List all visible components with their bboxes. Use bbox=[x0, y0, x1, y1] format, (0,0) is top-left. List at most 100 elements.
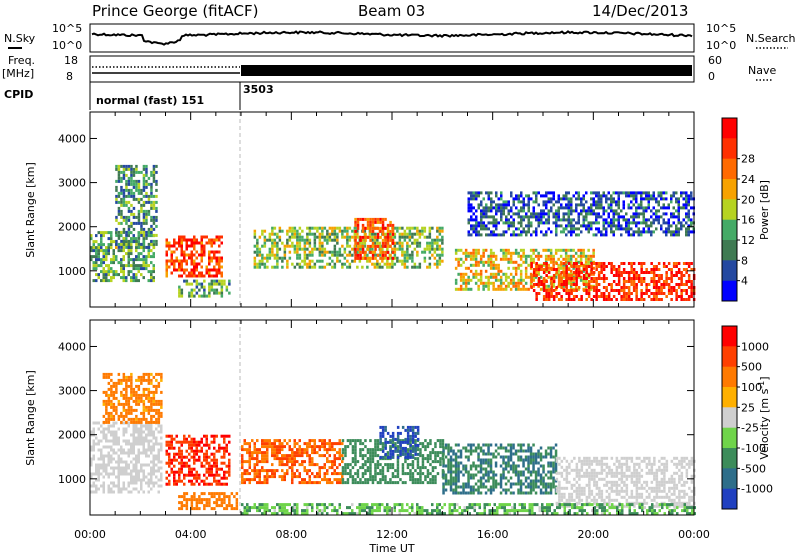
power-cell bbox=[662, 292, 666, 295]
power-cell bbox=[602, 262, 606, 265]
power-cell bbox=[482, 284, 485, 288]
power-cell bbox=[110, 276, 113, 280]
velocity-cell bbox=[110, 372, 113, 376]
velocity-cell bbox=[263, 439, 266, 443]
power-cell bbox=[510, 209, 513, 213]
velocity-cell bbox=[175, 440, 178, 444]
power-cell bbox=[145, 179, 148, 183]
power-cell bbox=[173, 244, 176, 248]
velocity-cell bbox=[281, 457, 284, 461]
power-cell bbox=[514, 272, 518, 276]
power-cell bbox=[130, 279, 133, 283]
power-cell bbox=[436, 226, 439, 230]
velocity-cell bbox=[117, 417, 121, 421]
velocity-cell bbox=[107, 396, 111, 400]
power-cell bbox=[612, 212, 615, 216]
power-cell bbox=[575, 221, 578, 225]
velocity-cell bbox=[152, 469, 155, 473]
velocity-cell bbox=[112, 472, 115, 476]
power-cell bbox=[178, 268, 181, 272]
power-cell bbox=[396, 256, 399, 260]
power-cell bbox=[438, 226, 442, 230]
power-cell bbox=[482, 212, 485, 216]
power-cell bbox=[602, 227, 605, 231]
power-cell bbox=[480, 233, 483, 237]
power-cell bbox=[542, 248, 545, 252]
power-cell bbox=[564, 254, 568, 258]
velocity-cell bbox=[168, 458, 171, 462]
power-cell bbox=[298, 265, 302, 269]
power-cell bbox=[645, 230, 648, 234]
velocity-cell bbox=[256, 472, 259, 476]
power-cell bbox=[132, 276, 135, 280]
power-cell bbox=[655, 215, 658, 219]
velocity-cell bbox=[142, 472, 145, 476]
power-cell bbox=[135, 273, 138, 277]
power-cell bbox=[328, 250, 332, 254]
velocity-cell bbox=[328, 478, 331, 482]
power-cell bbox=[137, 200, 141, 204]
power-cell bbox=[565, 265, 568, 268]
power-cell bbox=[220, 279, 224, 283]
power-cell bbox=[150, 215, 153, 219]
power-cell bbox=[120, 249, 123, 253]
power-cell bbox=[545, 265, 548, 268]
power-cell bbox=[266, 256, 269, 260]
velocity-cell bbox=[344, 463, 347, 467]
velocity-cell bbox=[173, 446, 176, 450]
power-cell bbox=[215, 262, 218, 266]
velocity-cell bbox=[349, 463, 352, 467]
power-cell bbox=[625, 295, 628, 298]
power-cell bbox=[464, 254, 468, 258]
velocity-cell bbox=[268, 439, 271, 443]
power-cell bbox=[682, 289, 686, 292]
power-cell bbox=[487, 194, 490, 198]
velocity-cell bbox=[394, 445, 397, 449]
power-cell bbox=[690, 292, 693, 295]
power-cell bbox=[680, 224, 683, 228]
power-cell bbox=[183, 268, 186, 272]
power-cell bbox=[645, 271, 648, 274]
velocity-cell bbox=[140, 433, 143, 437]
power-cell bbox=[602, 280, 606, 283]
power-cell bbox=[587, 209, 590, 213]
power-cell bbox=[462, 281, 465, 285]
velocity-cell bbox=[112, 442, 115, 446]
power-cell bbox=[464, 284, 468, 288]
velocity-cell bbox=[213, 434, 216, 438]
power-cell bbox=[155, 170, 158, 174]
velocity-cell bbox=[288, 460, 291, 464]
power-cell bbox=[677, 218, 680, 222]
velocity-cell bbox=[147, 430, 150, 434]
velocity-cell bbox=[180, 470, 183, 474]
velocity-cell bbox=[374, 466, 377, 470]
power-cell bbox=[423, 235, 427, 239]
power-cell bbox=[542, 200, 545, 204]
velocity-cell bbox=[205, 476, 208, 480]
power-cell bbox=[489, 248, 493, 252]
power-cell bbox=[383, 232, 387, 236]
power-cell bbox=[132, 239, 136, 243]
power-cell bbox=[527, 194, 530, 198]
velocity-cell bbox=[359, 481, 362, 485]
power-cell bbox=[662, 265, 666, 268]
power-cell bbox=[150, 203, 153, 207]
power-cell bbox=[218, 262, 221, 266]
power-cell bbox=[592, 254, 595, 258]
power-cell bbox=[667, 262, 671, 265]
velocity-cell bbox=[223, 446, 226, 450]
power-cell bbox=[326, 262, 329, 266]
velocity-cell bbox=[130, 469, 133, 473]
power-cell bbox=[140, 242, 143, 246]
power-colorbar-label: Power [dB] bbox=[758, 180, 771, 240]
power-cell bbox=[675, 227, 678, 231]
power-cell bbox=[587, 286, 591, 289]
power-cell bbox=[560, 271, 563, 274]
power-cell bbox=[183, 250, 186, 254]
velocity-cell bbox=[95, 490, 98, 494]
velocity-cell bbox=[374, 475, 377, 479]
power-cell bbox=[421, 229, 424, 233]
power-cell bbox=[610, 265, 613, 268]
power-cell bbox=[607, 298, 611, 301]
velocity-cell bbox=[178, 440, 181, 444]
